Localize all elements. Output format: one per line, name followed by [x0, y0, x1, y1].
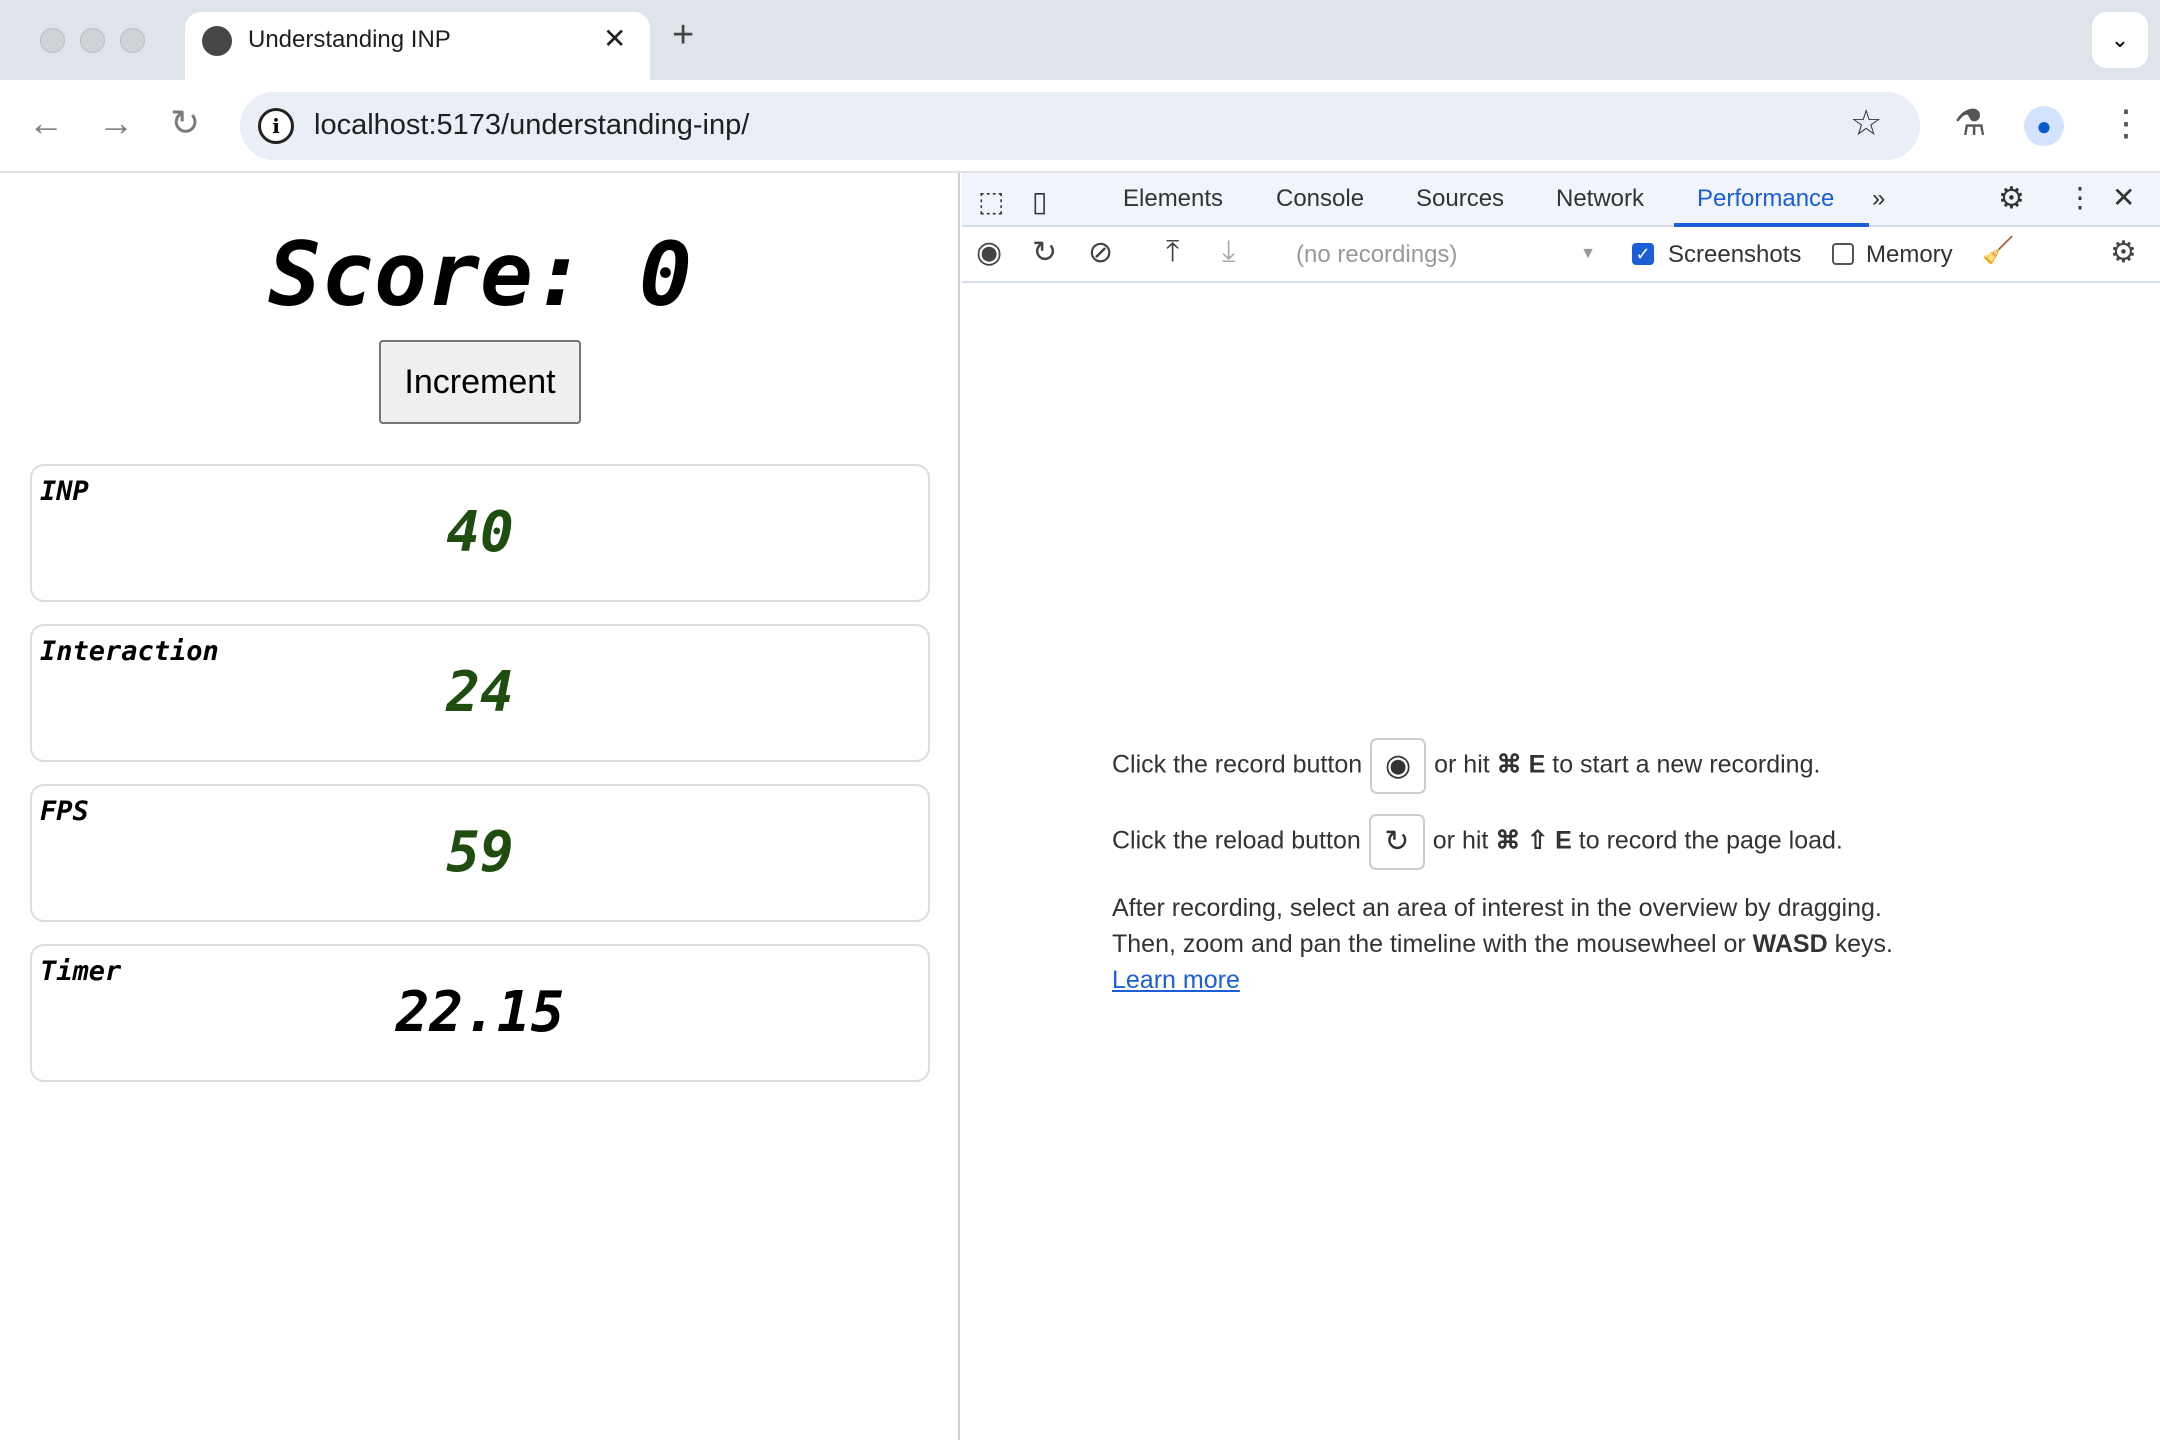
- minimize-window-button[interactable]: [80, 28, 105, 53]
- profile-avatar[interactable]: ●: [2024, 106, 2064, 146]
- screenshots-label: Screenshots: [1668, 241, 1802, 268]
- browser-toolbar: ← → ↻ i localhost:5173/understanding-inp…: [0, 80, 2160, 173]
- tab-network[interactable]: Network: [1556, 185, 1645, 212]
- tab-console[interactable]: Console: [1276, 185, 1365, 212]
- menu-kebab-icon[interactable]: ⋮: [2108, 102, 2144, 143]
- memory-label: Memory: [1866, 241, 1953, 268]
- globe-icon: [202, 26, 232, 56]
- bookmark-star-icon[interactable]: ☆: [1850, 102, 1883, 143]
- recordings-select[interactable]: (no recordings) ▼: [1296, 241, 1596, 269]
- tab-search-button[interactable]: ⌄: [2092, 12, 2148, 68]
- page-content: Score: 0 Increment INP 40 Interaction 24…: [0, 173, 960, 1440]
- reload-record-icon[interactable]: ↻: [1032, 236, 1058, 269]
- back-icon[interactable]: ←: [28, 102, 64, 143]
- devtools-panel: ⬚ ▯ Elements Console Sources Network Per…: [962, 173, 2160, 1440]
- score-heading: Score: 0: [268, 223, 692, 326]
- more-tabs-chevron-icon[interactable]: »: [1872, 185, 1886, 212]
- learn-more-link[interactable]: Learn more: [1112, 966, 1240, 994]
- tab-strip: Understanding INP ✕ + ⌄: [0, 0, 2160, 80]
- tab-elements[interactable]: Elements: [1123, 185, 1224, 212]
- shortcut-key: ⌘ ⇧ E: [1495, 826, 1572, 855]
- msg-text: Click the reload button: [1112, 826, 1361, 855]
- dropdown-arrow-icon: ▼: [1580, 245, 1596, 262]
- card-label: INP: [40, 476, 89, 507]
- upload-icon[interactable]: ⤒: [1166, 235, 1180, 268]
- download-icon[interactable]: ⤓: [1222, 235, 1236, 268]
- tab-sources[interactable]: Sources: [1416, 185, 1505, 212]
- shortcut-key: ⌘ E: [1496, 750, 1546, 779]
- card-label: Interaction: [40, 636, 219, 667]
- url-text[interactable]: localhost:5173/understanding-inp/: [314, 109, 750, 141]
- more-options-icon[interactable]: ⋮: [2066, 182, 2094, 213]
- increment-button[interactable]: Increment: [379, 340, 581, 424]
- card-value: 24: [446, 660, 514, 725]
- msg-text: Click the record button: [1112, 750, 1363, 779]
- garbage-collect-broom-icon[interactable]: 🧹: [1982, 235, 2015, 265]
- msg-text: to record the page load.: [1578, 826, 1843, 855]
- browser-tab[interactable]: Understanding INP ✕: [185, 12, 650, 80]
- screenshots-checkbox[interactable]: ✓: [1632, 243, 1654, 265]
- record-icon[interactable]: ◉: [976, 236, 1003, 269]
- card-label: Timer: [40, 956, 122, 987]
- close-devtools-icon[interactable]: ✕: [2112, 182, 2136, 213]
- labs-flask-icon[interactable]: ⚗: [1954, 102, 1987, 143]
- timer-card: Timer 22.15: [30, 944, 930, 1082]
- tab-title: Understanding INP: [248, 26, 451, 53]
- devtools-tab-bar: ⬚ ▯ Elements Console Sources Network Per…: [962, 173, 2160, 227]
- msg-text: Then, zoom and pan the timeline with the…: [1112, 930, 1746, 958]
- card-label: FPS: [40, 796, 89, 827]
- empty-state-message: Click the record button ◉ or hit ⌘ E to st…: [1112, 738, 1893, 998]
- clear-icon[interactable]: ⊘: [1088, 236, 1114, 269]
- recordings-placeholder: (no recordings): [1296, 241, 1458, 268]
- card-value: 22.15: [395, 980, 565, 1045]
- site-info-icon[interactable]: i: [258, 108, 294, 144]
- card-value: 40: [446, 500, 514, 565]
- inspect-element-icon[interactable]: ⬚: [978, 186, 1005, 217]
- msg-text: or hit: [1434, 750, 1490, 779]
- fps-card: FPS 59: [30, 784, 930, 922]
- capture-settings-gear-icon[interactable]: ⚙: [2110, 236, 2137, 269]
- reload-icon[interactable]: ↻: [170, 102, 201, 143]
- record-button-sample[interactable]: ◉: [1370, 738, 1427, 794]
- msg-text: or hit: [1432, 826, 1489, 855]
- interaction-card: Interaction 24: [30, 624, 930, 762]
- forward-icon[interactable]: →: [98, 102, 134, 143]
- msg-text: After recording, select an area of inter…: [1112, 894, 1882, 922]
- device-toolbar-icon[interactable]: ▯: [1032, 186, 1048, 217]
- address-bar[interactable]: i localhost:5173/understanding-inp/ ☆: [240, 92, 1920, 160]
- performance-toolbar: ◉ ↻ ⊘ ⤒ ⤓ (no recordings) ▼ ✓ Screenshots…: [962, 227, 2160, 283]
- tab-performance[interactable]: Performance: [1697, 185, 1835, 212]
- msg-text: to start a new recording.: [1552, 750, 1821, 779]
- close-tab-icon[interactable]: ✕: [603, 23, 627, 54]
- new-tab-button[interactable]: +: [672, 14, 695, 56]
- settings-gear-icon[interactable]: ⚙: [1998, 182, 2025, 215]
- memory-checkbox[interactable]: [1832, 243, 1854, 265]
- card-value: 59: [446, 820, 514, 885]
- msg-text: keys.: [1834, 930, 1893, 958]
- inp-card: INP 40: [30, 464, 930, 602]
- reload-button-sample[interactable]: ↻: [1368, 814, 1425, 870]
- maximize-window-button[interactable]: [120, 28, 145, 53]
- active-tab-indicator: [1674, 223, 1869, 227]
- close-window-button[interactable]: [40, 28, 65, 53]
- shortcut-key: WASD: [1752, 930, 1828, 958]
